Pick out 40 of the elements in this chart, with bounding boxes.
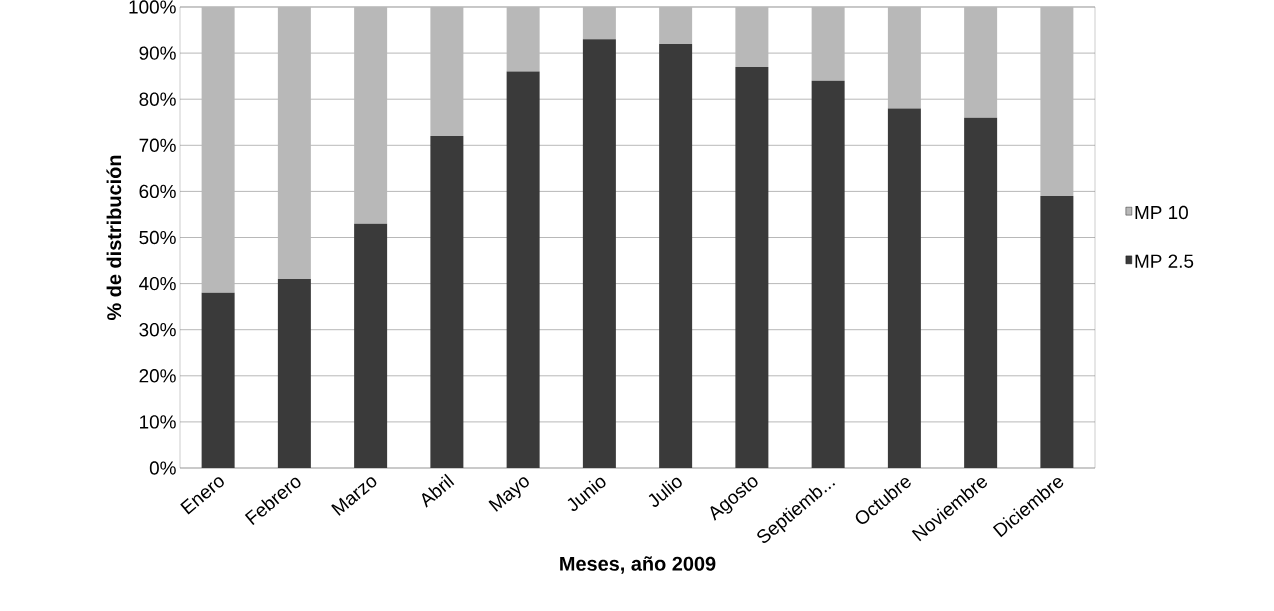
bar: [887, 7, 921, 109]
bar: [1040, 7, 1074, 197]
bar: [354, 223, 388, 468]
x-axis-title: Meses, año 2009: [560, 556, 716, 574]
bar: [735, 66, 769, 468]
bar: [659, 7, 693, 44]
bar: [277, 7, 311, 279]
bar: [811, 7, 845, 81]
y-tick-label: 10%: [140, 415, 176, 429]
bar: [201, 7, 235, 293]
y-tick-label: 60%: [139, 184, 176, 199]
y-tick-label: 90%: [139, 46, 176, 60]
bar: [964, 7, 998, 118]
y-tick-label: 20%: [139, 369, 176, 383]
bar: [506, 71, 540, 468]
y-tick-label: 80%: [139, 92, 176, 106]
bar: [964, 117, 998, 468]
bar: [354, 7, 388, 224]
y-tick-label: 40%: [139, 276, 176, 291]
x-tick-label: Julio: [648, 477, 682, 507]
bar: [735, 7, 769, 67]
bar: [887, 108, 921, 468]
bar: [506, 7, 540, 72]
bar: [811, 80, 845, 468]
legend-label: MP 10: [1135, 205, 1188, 220]
bar: [659, 43, 693, 468]
bar: [582, 7, 616, 40]
bar: [201, 292, 235, 468]
y-axis-title: % de distribución: [106, 155, 122, 321]
bar: [582, 39, 616, 468]
legend-label: MP 2.5: [1135, 254, 1194, 268]
bar: [277, 278, 311, 468]
bar: [430, 136, 464, 468]
y-tick-label: 70%: [139, 138, 176, 152]
y-tick-label: 50%: [139, 230, 176, 245]
y-tick-label: 0%: [149, 461, 176, 475]
bar: [1040, 196, 1074, 468]
y-tick-label: 100%: [129, 0, 176, 14]
y-tick-label: 30%: [139, 323, 176, 337]
bar: [430, 7, 464, 137]
